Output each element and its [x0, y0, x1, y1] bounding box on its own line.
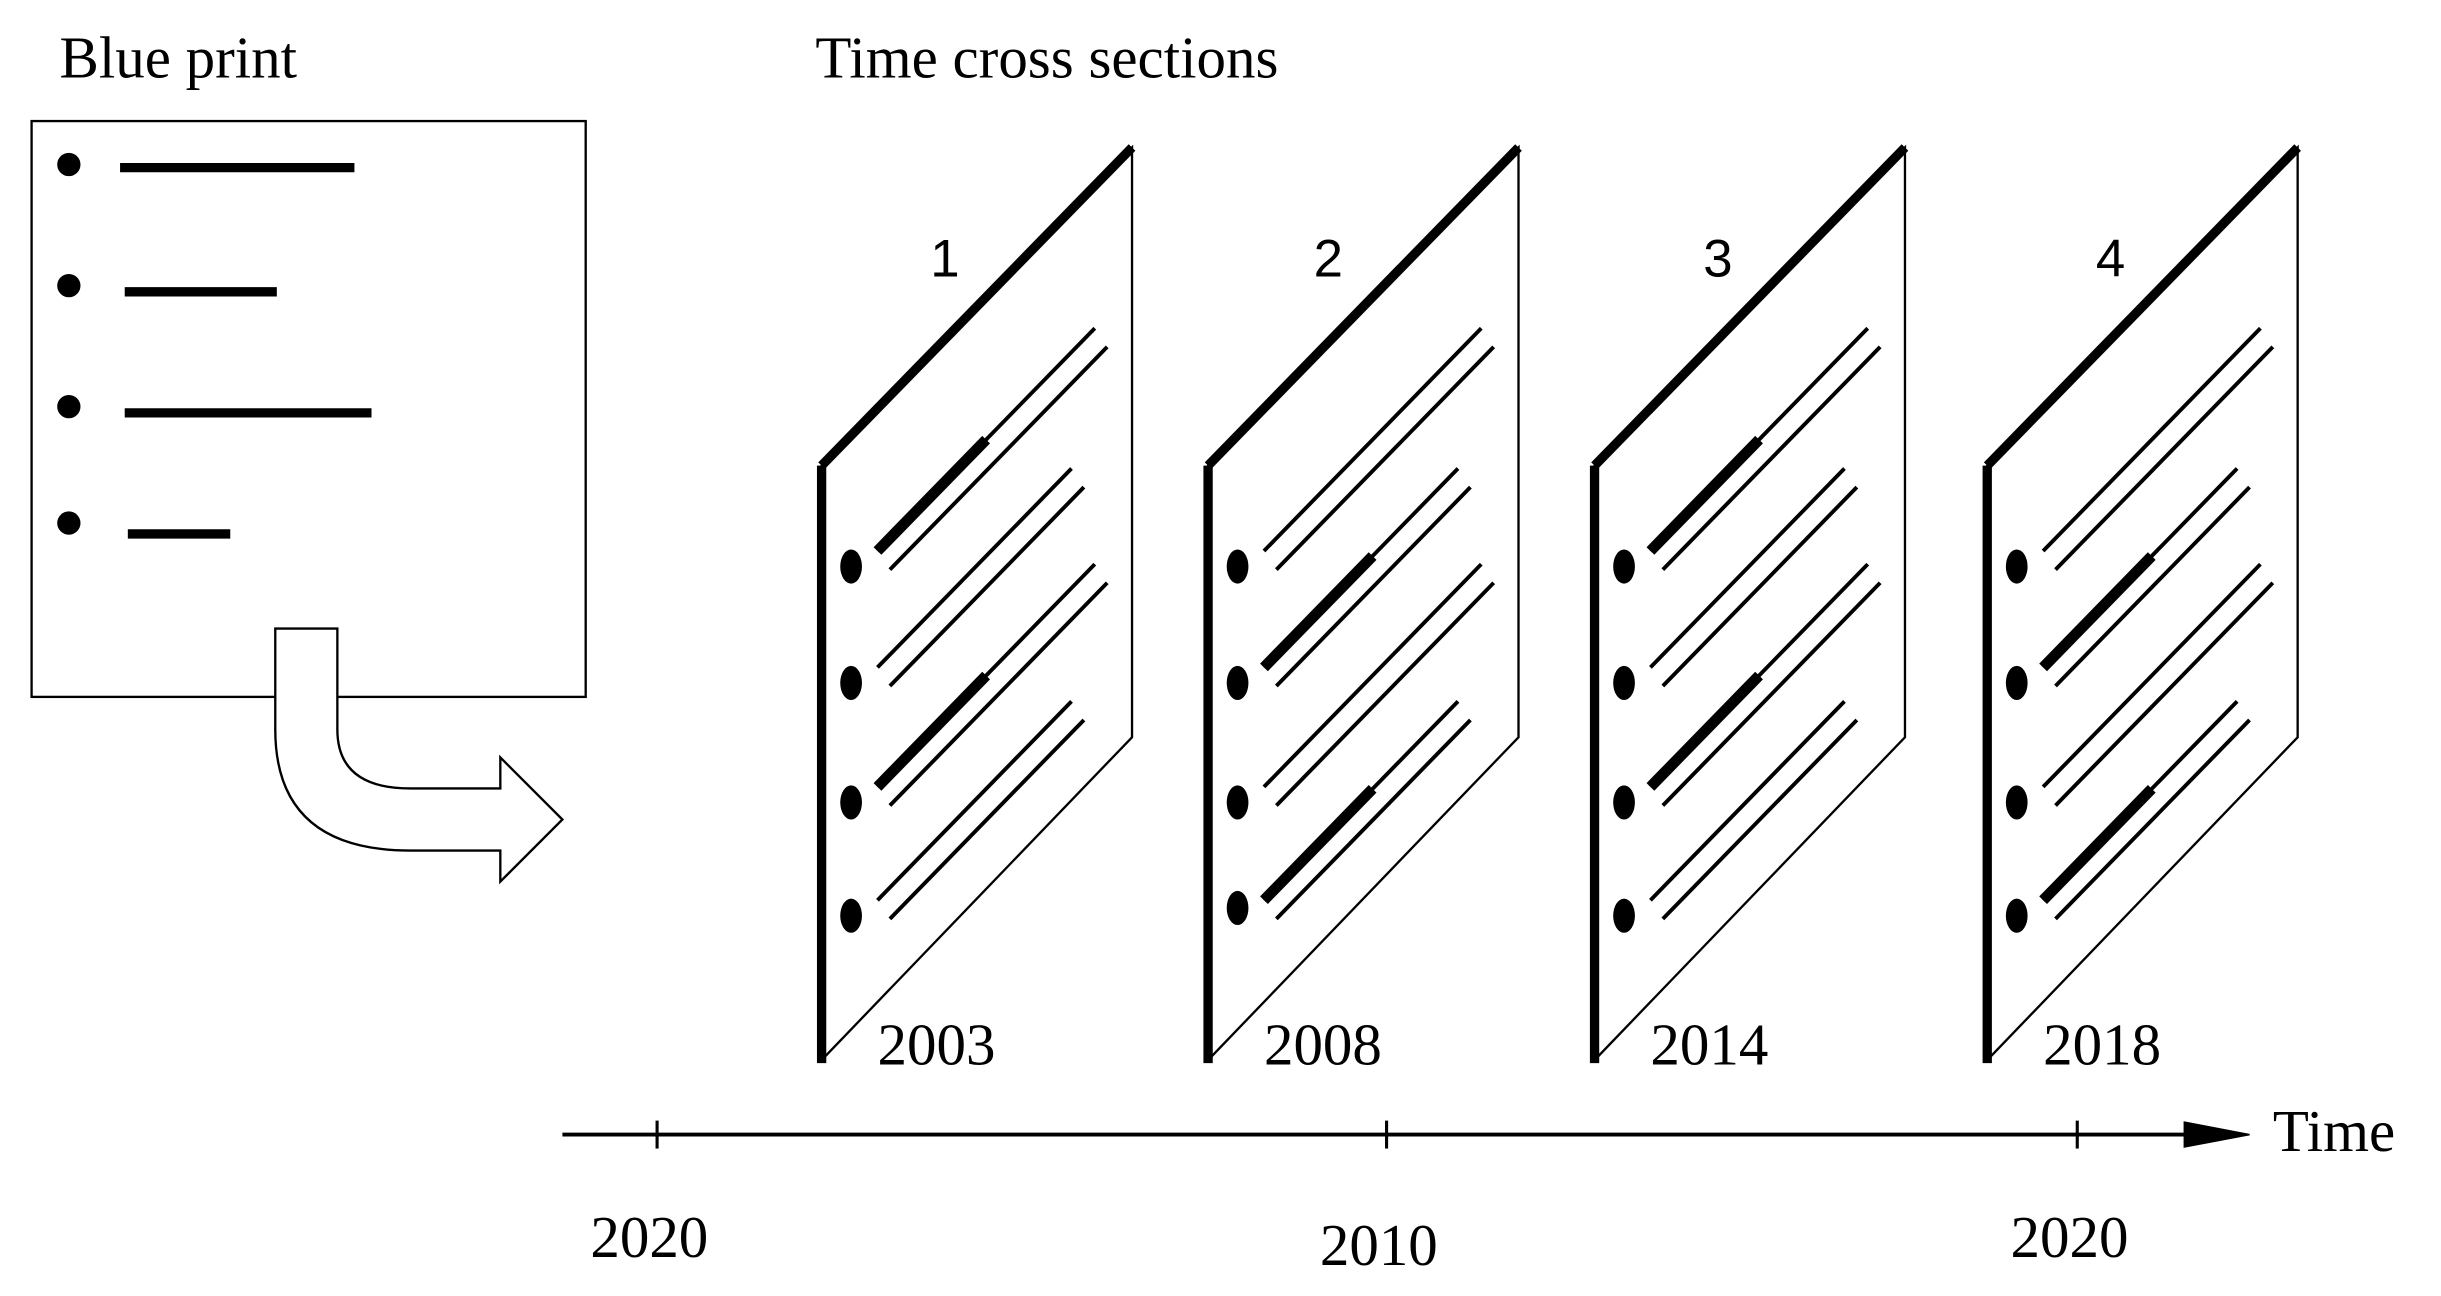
text-line — [1661, 345, 1882, 571]
text-line — [1274, 345, 1496, 571]
text-line — [1274, 581, 1496, 807]
panel-number: 1 — [930, 229, 959, 288]
text-line — [2054, 485, 2251, 688]
text-line — [888, 718, 1086, 921]
bullet — [1613, 549, 1635, 584]
text-line — [1661, 581, 1882, 807]
panel-year: 2003 — [877, 1012, 995, 1078]
cross-sections-title: Time cross sections — [815, 25, 1278, 91]
blueprint-title: Blue print — [60, 25, 298, 91]
panel — [1589, 144, 1909, 1064]
bullet — [840, 785, 862, 820]
panel — [816, 144, 1136, 1064]
panel — [1203, 144, 1522, 1064]
text-line — [2041, 326, 2262, 553]
timeline-tick-label: 2020 — [2011, 1204, 2129, 1270]
text-line — [876, 699, 1073, 902]
bullet — [1613, 785, 1635, 820]
text-line — [2041, 562, 2262, 789]
panel-number: 3 — [1703, 229, 1732, 288]
bullet — [840, 549, 862, 584]
text-line — [1274, 718, 1472, 921]
text-line — [1649, 699, 1846, 902]
panel-year: 2018 — [2043, 1012, 2161, 1078]
panel-edge — [1983, 144, 2301, 469]
text-line — [1649, 467, 1846, 669]
timeline — [562, 1121, 2250, 1148]
bold-line — [873, 435, 991, 555]
panel-edge — [1204, 144, 1522, 469]
bullet — [1226, 549, 1249, 584]
text-line — [888, 345, 1109, 571]
bullet — [2005, 785, 2028, 820]
text-line — [2054, 718, 2251, 921]
bullet — [1226, 665, 1249, 700]
timeline-tick-label: 2010 — [1320, 1212, 1438, 1278]
bullet — [1226, 785, 1249, 820]
bold-line — [1260, 785, 1377, 905]
text-line — [1262, 326, 1483, 553]
curved-arrow — [274, 627, 565, 885]
text-line — [1661, 485, 1859, 688]
panel-number: 4 — [2096, 229, 2125, 288]
text-line — [2054, 345, 2275, 571]
panel-year: 2014 — [1650, 1012, 1768, 1078]
panel-year: 2008 — [1264, 1012, 1382, 1078]
bullet — [840, 665, 862, 700]
text-line — [888, 485, 1086, 688]
bullet — [840, 898, 862, 933]
text-line — [876, 467, 1073, 669]
bullet — [2005, 549, 2028, 584]
text-line — [1262, 562, 1483, 789]
text-line — [888, 581, 1109, 807]
panels — [816, 144, 2301, 1064]
bold-line — [2039, 785, 2156, 905]
bold-line — [873, 671, 991, 791]
bullet — [1613, 898, 1635, 933]
bold-line — [1646, 435, 1763, 555]
bold-line — [2039, 552, 2156, 672]
bold-line — [1646, 671, 1763, 791]
panel-edge — [818, 144, 1136, 469]
timeline-tick-label: 2020 — [590, 1204, 708, 1270]
panel — [1982, 144, 2301, 1064]
bullet — [2005, 898, 2028, 933]
panel-edge — [1591, 144, 1909, 469]
timeline-label: Time — [2273, 1098, 2395, 1164]
blueprint-box — [30, 119, 587, 699]
text-line — [1274, 485, 1472, 688]
bullet — [1226, 890, 1249, 926]
bullet — [1613, 665, 1635, 700]
text-line — [1661, 718, 1859, 921]
panel-number: 2 — [1314, 229, 1343, 288]
bullet — [2005, 665, 2028, 700]
bold-line — [1260, 552, 1377, 672]
text-line — [2054, 581, 2275, 807]
